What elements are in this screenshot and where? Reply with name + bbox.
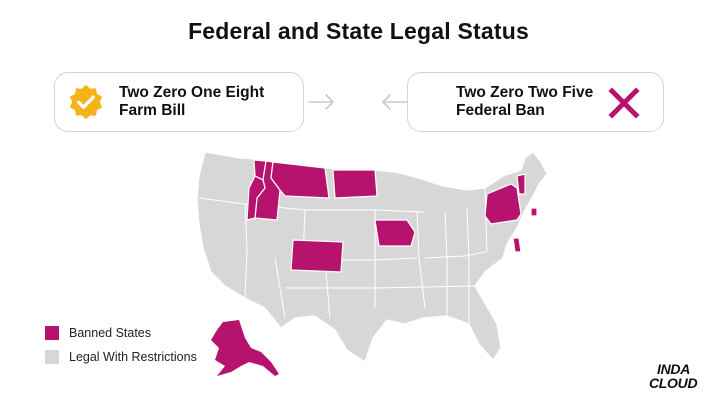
state-colorado bbox=[290, 239, 344, 273]
page-title: Federal and State Legal Status bbox=[188, 18, 529, 44]
legend-label-banned: Banned States bbox=[69, 326, 152, 340]
federal-ban-line1: Two Zero Two Five bbox=[456, 84, 594, 101]
federal-ban-line2: Federal Ban bbox=[456, 102, 545, 119]
legend-item-legal: Legal With Restrictions bbox=[45, 350, 197, 364]
banned-swatch bbox=[45, 326, 59, 340]
x-mark-icon bbox=[608, 87, 640, 119]
legend-item-banned: Banned States bbox=[45, 326, 151, 340]
arrow-left-icon bbox=[382, 94, 408, 110]
us-map bbox=[196, 151, 548, 363]
us-mainland bbox=[196, 151, 548, 363]
arrow-right-icon bbox=[308, 94, 334, 110]
state-vermont bbox=[516, 173, 526, 195]
state-oregon bbox=[246, 175, 266, 221]
federal-ban-card: Two Zero Two Five Federal Ban bbox=[407, 72, 664, 132]
legal-swatch bbox=[45, 350, 59, 364]
federal-ban-text: Two Zero Two Five Federal Ban bbox=[456, 84, 593, 120]
farm-bill-text: Two Zero One Eight Farm Bill bbox=[119, 84, 264, 120]
state-new-york bbox=[484, 183, 522, 225]
logo-line1: INDA bbox=[657, 361, 691, 377]
check-badge-icon bbox=[69, 84, 103, 120]
farm-bill-line1: Two Zero One Eight bbox=[119, 84, 265, 101]
state-montana bbox=[270, 161, 330, 199]
farm-bill-card: Two Zero One Eight Farm Bill bbox=[54, 72, 304, 132]
state-alaska bbox=[211, 320, 279, 376]
state-delaware bbox=[512, 237, 522, 253]
state-iowa bbox=[374, 219, 416, 247]
farm-bill-line2: Farm Bill bbox=[119, 102, 186, 119]
legend-label-legal: Legal With Restrictions bbox=[69, 350, 197, 364]
state-rhode-island bbox=[530, 207, 538, 217]
state-north-dakota bbox=[332, 169, 378, 199]
logo-line2: CLOUD bbox=[649, 375, 698, 391]
indacloud-logo: INDA CLOUD bbox=[649, 362, 707, 390]
